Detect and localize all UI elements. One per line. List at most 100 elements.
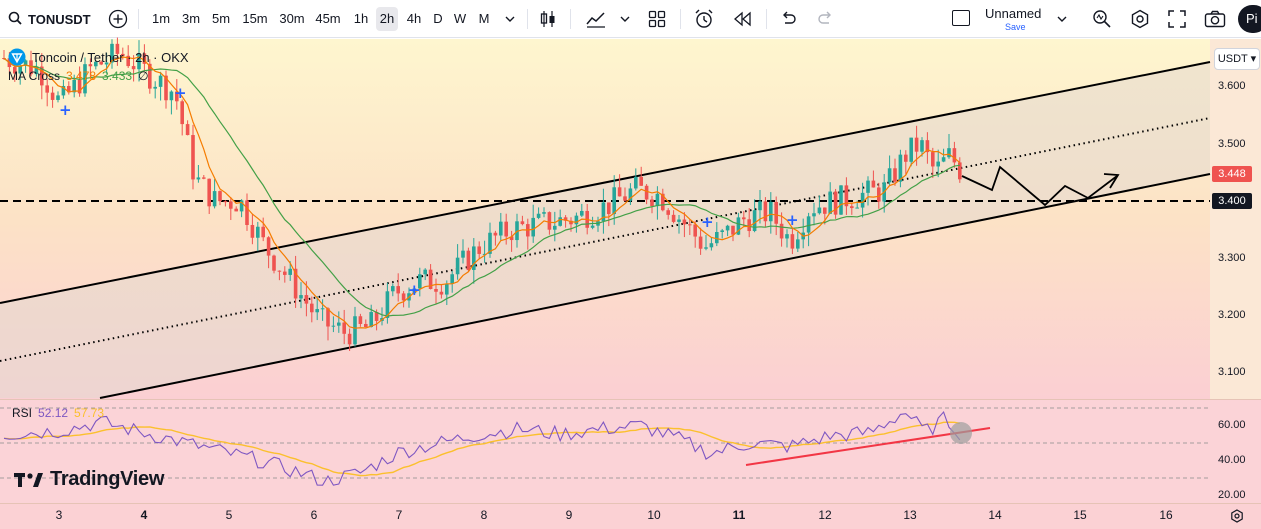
candle-body xyxy=(29,60,33,75)
candle-body xyxy=(607,202,611,215)
channel-lower-line[interactable] xyxy=(99,173,1211,399)
alarm-clock-icon xyxy=(695,9,713,28)
candle-body xyxy=(634,176,638,189)
candle-body xyxy=(331,325,336,327)
symbol-search[interactable]: TONUSDT xyxy=(8,0,91,38)
candle-body xyxy=(941,157,946,162)
time-label: 4 xyxy=(140,508,148,522)
candle-body xyxy=(742,217,746,220)
timeframe-3m[interactable]: 3m xyxy=(181,11,201,26)
candle-body xyxy=(439,291,444,295)
top-toolbar: TONUSDT 1m 3m 5m 15m 30m 45m 1h 2h 4h D … xyxy=(0,0,1261,38)
fullscreen-button[interactable] xyxy=(1165,7,1189,31)
timeframe-w[interactable]: W xyxy=(453,11,467,26)
candle-body xyxy=(493,232,498,236)
candle-body xyxy=(472,246,476,270)
candles-icon xyxy=(540,11,555,27)
candle-body xyxy=(877,187,881,202)
candle-body xyxy=(590,225,595,228)
rsi-axis-label: 40.00 xyxy=(1218,454,1246,466)
symbol-name: TONUSDT xyxy=(28,11,91,27)
timeframe-1h[interactable]: 1h xyxy=(353,11,369,26)
candle-body xyxy=(623,196,627,201)
timeframe-15m[interactable]: 15m xyxy=(242,11,268,26)
candle-body xyxy=(693,224,697,237)
ma-cross-marker-icon: + xyxy=(174,84,187,102)
candle-body xyxy=(612,187,616,215)
channel-midline[interactable] xyxy=(0,117,1211,362)
candle-body xyxy=(191,135,195,180)
timeframe-2h[interactable]: 2h xyxy=(376,7,398,31)
legend-title[interactable]: Toncoin / Tether · 2h · OKX xyxy=(32,49,189,65)
rsi-name[interactable]: RSI xyxy=(12,406,33,420)
candle-body xyxy=(218,191,222,202)
price-label: 3.100 xyxy=(1218,366,1246,378)
candle-body xyxy=(72,79,76,93)
layout-checkbox-icon[interactable] xyxy=(952,10,970,26)
layout-name[interactable]: Unnamed xyxy=(985,6,1042,21)
templates-button[interactable] xyxy=(645,7,669,31)
currency-selector[interactable]: USDT ▾ xyxy=(1214,48,1260,70)
axis-settings-button[interactable] xyxy=(1226,506,1248,526)
candle-body xyxy=(947,148,951,158)
candle-body xyxy=(256,226,260,238)
candle-body xyxy=(320,308,325,310)
candle-body xyxy=(202,177,206,179)
timeframe-1m[interactable]: 1m xyxy=(151,11,171,26)
timeframe-d[interactable]: D xyxy=(433,11,443,26)
candle-body xyxy=(925,140,930,153)
layout-dropdown[interactable] xyxy=(1050,7,1074,31)
timeframe-4h[interactable]: 4h xyxy=(406,11,422,26)
replay-button[interactable] xyxy=(731,7,755,31)
avatar[interactable]: Pi xyxy=(1238,5,1261,33)
candle-body xyxy=(796,239,800,249)
projection-path[interactable] xyxy=(961,165,1118,207)
channel-upper-line[interactable] xyxy=(0,61,1211,304)
candle-body xyxy=(909,137,913,162)
timeframe-dropdown[interactable] xyxy=(498,7,522,31)
chart-type-button[interactable] xyxy=(536,7,560,31)
candle-body xyxy=(558,217,562,226)
timeframe-m[interactable]: M xyxy=(478,11,490,26)
price-label: 3.500 xyxy=(1218,138,1246,150)
redo-button[interactable] xyxy=(814,7,838,31)
candle-body xyxy=(13,67,17,74)
rsi-trendline[interactable] xyxy=(745,427,991,466)
candle-body xyxy=(104,62,109,65)
snapshot-button[interactable] xyxy=(1203,7,1227,31)
indicator-name[interactable]: MA Cross xyxy=(8,69,61,83)
timeframe-45m[interactable]: 45m xyxy=(315,11,341,26)
candle-body xyxy=(326,308,330,327)
quick-search-button[interactable] xyxy=(1090,7,1114,31)
settings-button[interactable] xyxy=(1128,7,1152,31)
layout-save-status[interactable]: Save xyxy=(1005,22,1026,32)
candle-body xyxy=(499,221,503,236)
indicators-button[interactable] xyxy=(584,7,608,31)
candle-body xyxy=(385,291,390,319)
candle-body xyxy=(823,207,827,214)
candle-body xyxy=(547,212,552,230)
candle-body xyxy=(207,178,211,207)
candle-body xyxy=(169,91,174,101)
projection-arrowhead-icon xyxy=(1103,173,1120,189)
candle-body xyxy=(671,214,676,222)
indicators-dropdown[interactable] xyxy=(613,7,637,31)
candle-body xyxy=(785,234,789,239)
candle-body xyxy=(369,312,373,328)
chevron-down-icon xyxy=(1057,16,1067,22)
compare-add-button[interactable] xyxy=(106,7,130,31)
undo-button[interactable] xyxy=(776,7,800,31)
timeframe-5m[interactable]: 5m xyxy=(211,11,231,26)
candle-body xyxy=(239,200,244,212)
price-label: 3.600 xyxy=(1218,80,1246,92)
candle-body xyxy=(682,219,687,225)
candle-body xyxy=(790,234,795,249)
candle-body xyxy=(952,148,957,163)
candle-body xyxy=(698,236,703,249)
indicator-hidden-icon[interactable]: ∅ xyxy=(138,69,149,83)
timeframe-30m[interactable]: 30m xyxy=(279,11,305,26)
alert-button[interactable] xyxy=(692,7,716,31)
tradingview-logo[interactable]: TradingView xyxy=(14,468,164,491)
gear-icon xyxy=(1131,9,1149,29)
